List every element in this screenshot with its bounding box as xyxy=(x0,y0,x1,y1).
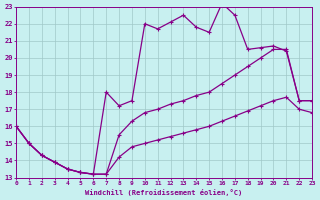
X-axis label: Windchill (Refroidissement éolien,°C): Windchill (Refroidissement éolien,°C) xyxy=(85,189,243,196)
